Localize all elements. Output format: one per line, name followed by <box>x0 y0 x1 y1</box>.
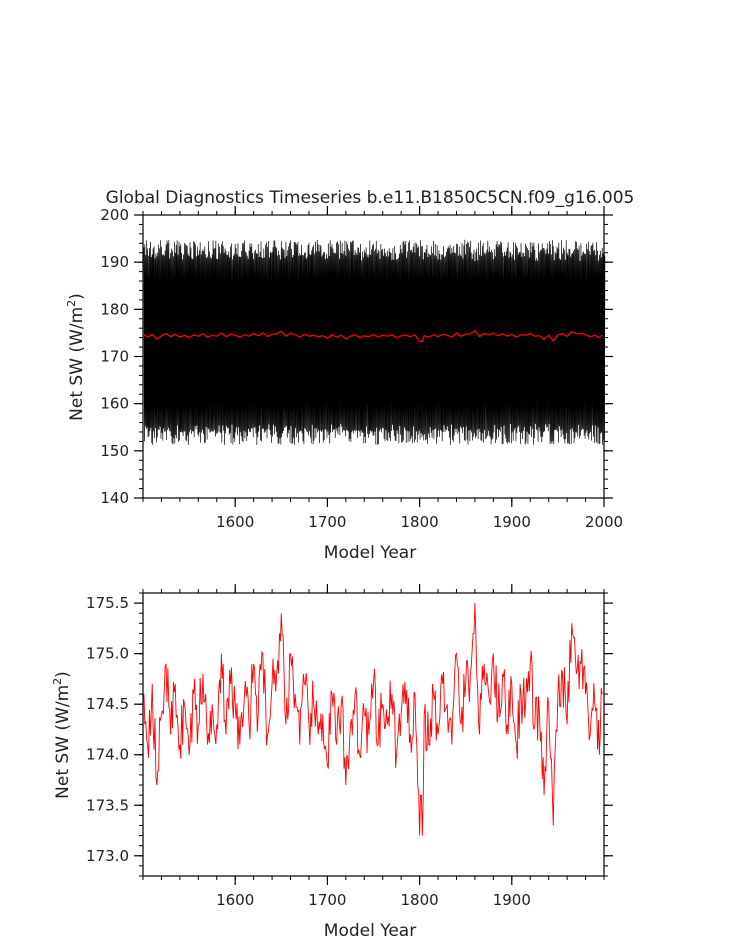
bottom-ylabel-base: Net SW (W/m <box>53 685 73 799</box>
top-y-tick-label: 200 <box>100 206 129 224</box>
top-ylabel: Net SW (W/m2) <box>65 293 87 421</box>
bottom-plot-frame <box>142 592 605 877</box>
top-ylabel-base: Net SW (W/m <box>67 307 87 421</box>
bottom-axes: 1600 1700 1800 1900 173.0 173.5 174.0 174.5 175.… <box>86 584 613 909</box>
bottom-y-tick-label: 173.5 <box>86 796 129 814</box>
bottom-xlabel: Model Year <box>324 921 416 941</box>
top-ylabel-sup: 2 <box>65 300 78 307</box>
bottom-x-tick-label: 1900 <box>493 891 531 909</box>
top-annual-mean-line <box>143 329 603 343</box>
top-chart-title: Global Diagnostics Timeseries b.e11.B185… <box>106 188 635 208</box>
top-y-tick-label: 190 <box>100 253 129 271</box>
bottom-y-tick-label: 175.5 <box>86 594 129 612</box>
bottom-chart: 1600 1700 1800 1900 173.0 173.5 174.0 174.5 175.… <box>51 584 613 941</box>
top-y-tick-label: 180 <box>100 300 129 318</box>
top-x-tick-label: 1800 <box>401 513 439 531</box>
top-monthly-series-line <box>143 239 606 445</box>
bottom-ylabel-end: ) <box>53 671 73 678</box>
top-y-tick-label: 170 <box>100 348 129 366</box>
bottom-ylabel: Net SW (W/m2) <box>51 671 73 799</box>
top-x-tick-label: 1600 <box>216 513 254 531</box>
bottom-annual-mean-line <box>143 603 603 836</box>
bottom-y-tick-label: 174.0 <box>86 746 129 764</box>
bottom-x-tick-label: 1600 <box>216 891 254 909</box>
bottom-series-group <box>143 603 603 836</box>
bottom-y-tick-label: 174.5 <box>86 695 129 713</box>
top-y-tick-label: 160 <box>100 395 129 413</box>
bottom-ylabel-sup: 2 <box>51 678 64 685</box>
top-y-tick-label: 150 <box>100 442 129 460</box>
top-x-tick-label: 2000 <box>585 513 623 531</box>
bottom-y-tick-label: 173.0 <box>86 847 129 865</box>
top-axes: 1600 1700 1800 1900 2000 140 150 160 170 180 190 20… <box>100 206 623 531</box>
top-series-group <box>143 239 606 445</box>
top-ylabel-end: ) <box>67 293 87 300</box>
top-y-tick-label: 140 <box>100 489 129 507</box>
bottom-x-tick-label: 1800 <box>401 891 439 909</box>
top-xlabel: Model Year <box>324 543 416 563</box>
top-x-tick-label: 1700 <box>308 513 346 531</box>
bottom-x-tick-label: 1700 <box>308 891 346 909</box>
top-chart: Global Diagnostics Timeseries b.e11.B185… <box>65 188 634 563</box>
bottom-y-tick-label: 175.0 <box>86 645 129 663</box>
top-x-tick-label: 1900 <box>493 513 531 531</box>
